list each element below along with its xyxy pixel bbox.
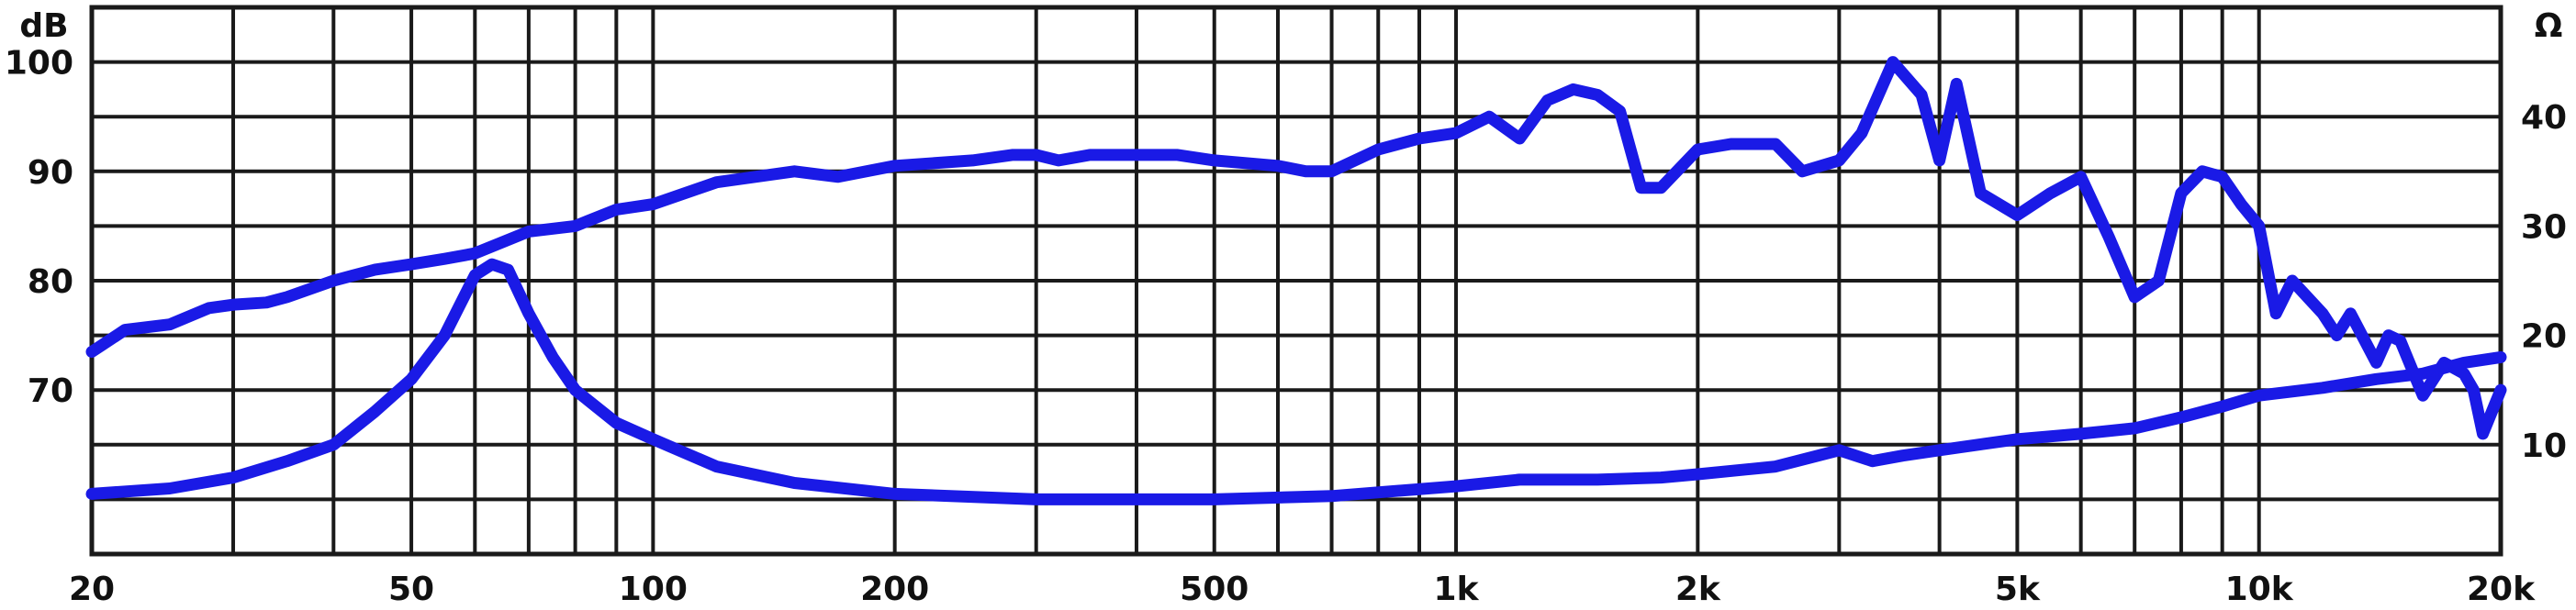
left-y-tick-label: 70 [28,372,73,410]
x-tick-label: 2k [1675,571,1721,608]
x-tick-label: 100 [619,571,688,608]
x-tick-label: 200 [860,571,929,608]
left-axis-tick-labels: 70 80 90 100 [5,45,73,411]
x-tick-label: 5k [1995,571,2041,608]
right-y-tick-label: 10 [2521,427,2567,465]
x-tick-label: 20k [2467,571,2536,608]
x-tick-label: 50 [388,571,434,608]
x-tick-label: 20 [69,571,115,608]
right-y-tick-label: 20 [2521,318,2567,356]
right-y-tick-label: 40 [2521,99,2567,137]
left-y-tick-label: 100 [5,45,73,83]
left-axis-unit-label: dB [19,7,68,45]
x-tick-label: 500 [1180,571,1249,608]
left-y-tick-label: 80 [28,263,73,301]
horizontal-gridlines [92,60,2501,502]
right-y-tick-label: 30 [2521,208,2567,246]
impedance-curve [85,258,2507,505]
x-tick-label: 1k [1434,571,1480,608]
spl-curve [85,56,2507,440]
right-axis-unit-label: Ω [2535,7,2563,45]
x-tick-label: 10k [2225,571,2294,608]
data-curves [85,56,2507,505]
right-axis-tick-labels: 10 20 30 40 [2521,99,2567,465]
left-y-tick-label: 90 [28,154,73,192]
x-axis-tick-labels: 20 50 100 200 500 1k 2k 5k 10k 20k [69,571,2536,608]
plot-frame [89,5,2503,557]
